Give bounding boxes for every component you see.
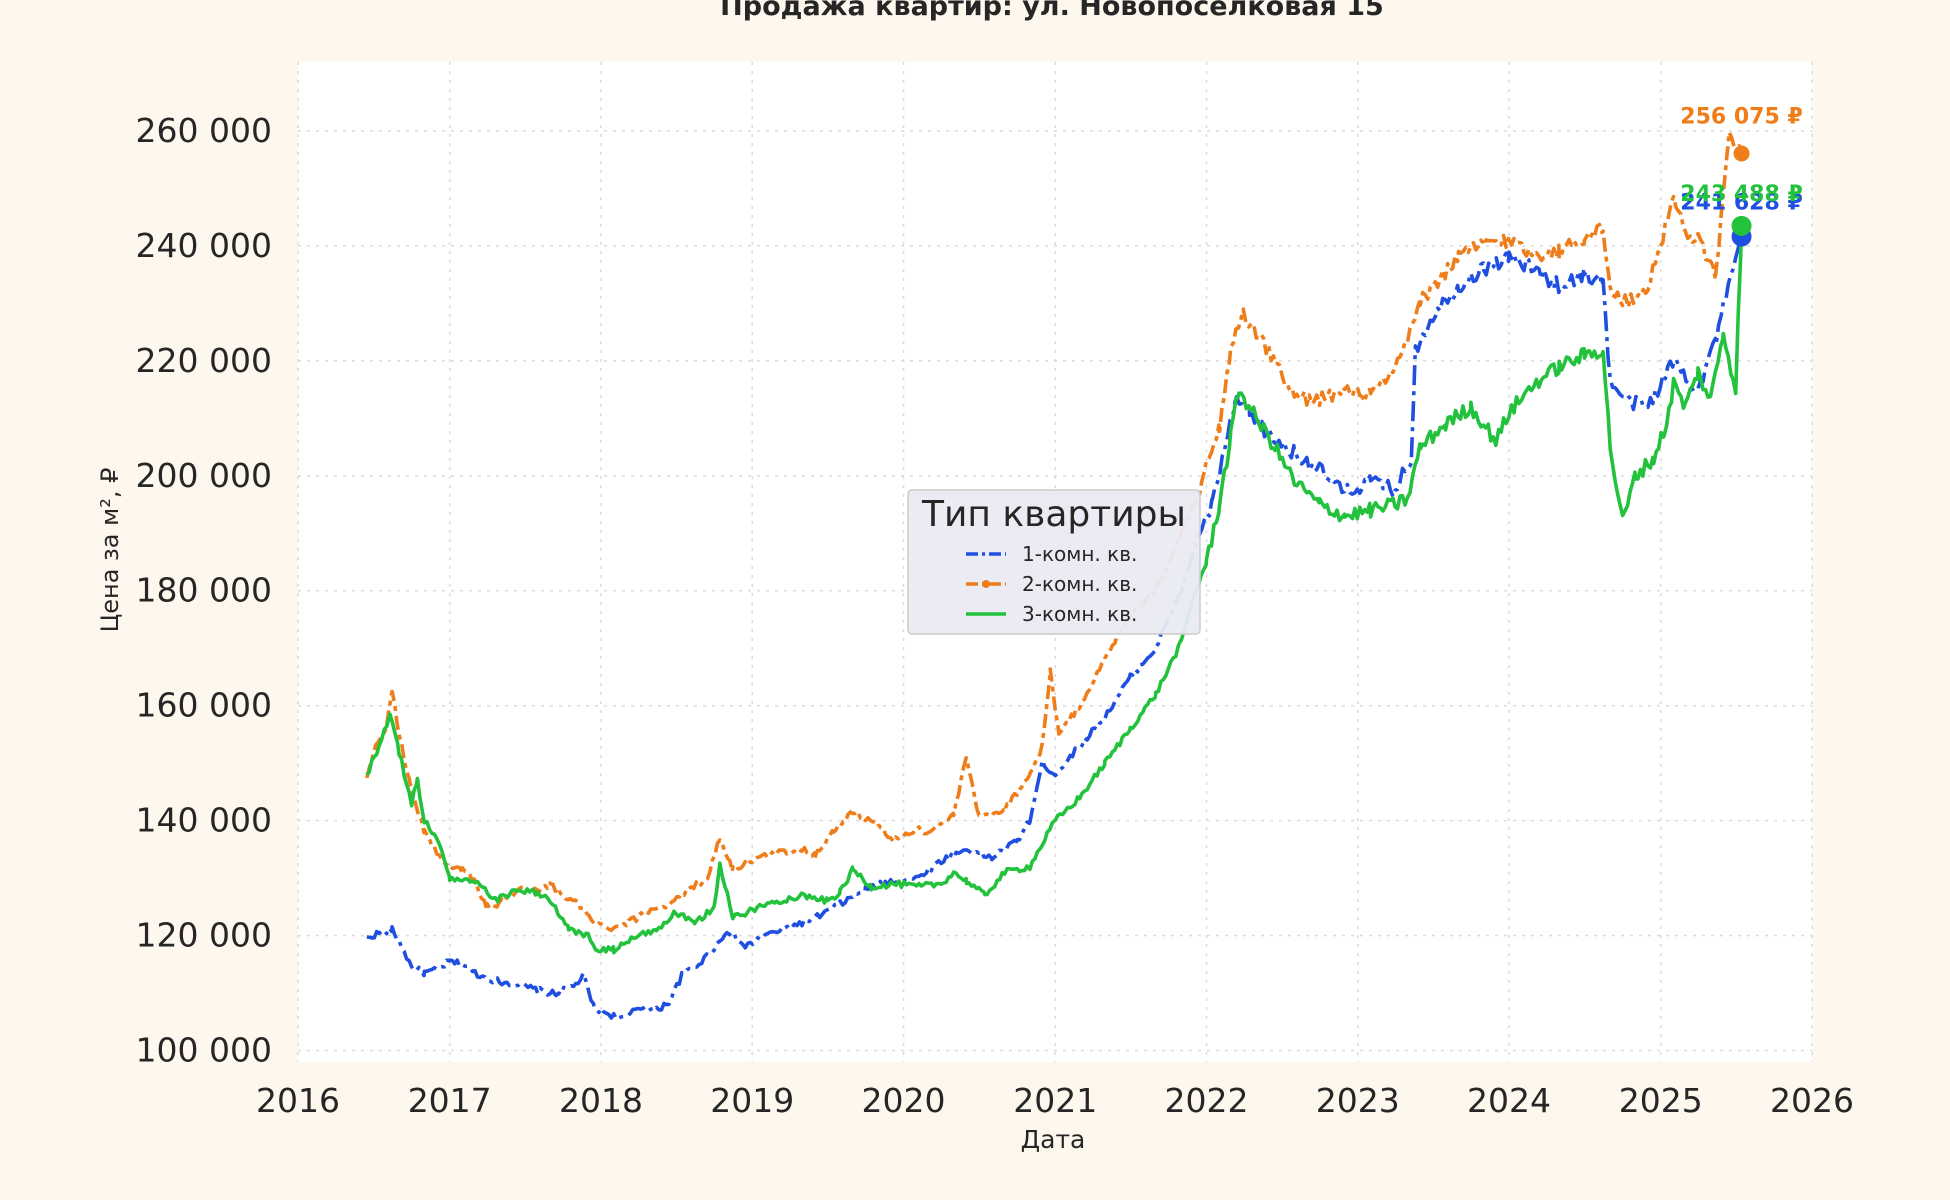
- legend-label: 3-комн. кв.: [1022, 602, 1137, 626]
- y-tick-label: 180 000: [136, 571, 272, 610]
- y-axis-ticks: 100 000 120 000 140 000 160 000 180 000 200 0…: [136, 111, 272, 1070]
- x-tick-label: 2022: [1164, 1081, 1248, 1120]
- legend: Тип квартиры 1-комн. кв. 2-комн. кв. 3-ком…: [907, 489, 1201, 635]
- series-line: [365, 130, 1744, 933]
- x-tick-label: 2025: [1619, 1081, 1703, 1120]
- legend-label: 2-комн. кв.: [1022, 572, 1137, 596]
- legend-box: [907, 489, 1201, 635]
- x-tick-label: 2024: [1467, 1081, 1551, 1120]
- endpoint-marker: [1731, 215, 1752, 236]
- legend-title: Тип квартиры: [921, 494, 1186, 535]
- series-line: [365, 225, 1744, 955]
- x-axis-ticks: 2016 2017 2018 2019 2020 2021 2022 2023 2024 2025…: [256, 1081, 1854, 1120]
- series-layer: [365, 130, 1744, 1022]
- endpoint-label: 241 628 ₽: [1680, 191, 1802, 216]
- y-tick-label: 200 000: [136, 456, 272, 495]
- y-tick-label: 240 000: [136, 226, 272, 265]
- legend-label: 1-комн. кв.: [1022, 542, 1137, 566]
- endpoint-label: 256 075 ₽: [1680, 105, 1802, 130]
- legend-marker: [982, 580, 990, 588]
- y-tick-label: 160 000: [136, 686, 272, 725]
- x-tick-label: 2023: [1316, 1081, 1400, 1120]
- x-tick-label: 2016: [256, 1081, 340, 1120]
- x-tick-label: 2019: [710, 1081, 794, 1120]
- y-tick-label: 220 000: [136, 341, 272, 380]
- y-tick-label: 260 000: [136, 111, 272, 150]
- series-line: [366, 234, 1743, 1022]
- y-tick-label: 120 000: [136, 916, 272, 955]
- y-tick-label: 100 000: [136, 1031, 272, 1070]
- endpoint-marker: [1733, 145, 1750, 162]
- x-tick-label: 2021: [1013, 1081, 1097, 1120]
- x-tick-label: 2020: [862, 1081, 946, 1120]
- x-axis-label: Дата: [1021, 1125, 1086, 1154]
- y-axis-label: Цена за м², ₽: [96, 468, 124, 633]
- x-tick-label: 2026: [1770, 1081, 1854, 1120]
- chart-title: Продажа квартир: ул. Новопоселковая 15: [720, 0, 1384, 22]
- x-tick-label: 2018: [559, 1081, 643, 1120]
- y-tick-label: 140 000: [136, 801, 272, 840]
- x-tick-label: 2017: [408, 1081, 492, 1120]
- legend-items: 1-комн. кв. 2-комн. кв. 3-комн. кв.: [966, 542, 1137, 626]
- endpoint-label: 243 488 ₽: [1680, 182, 1802, 207]
- endpoint-markers: 241 628 ₽ 256 075 ₽ 243 488 ₽: [1680, 105, 1803, 247]
